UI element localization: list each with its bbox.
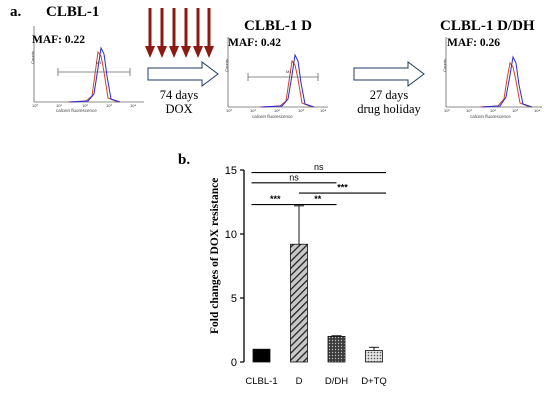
hist1-tick-3: 10³ <box>106 103 112 108</box>
maf-clbl1-d: MAF: 0.42 <box>228 37 282 49</box>
sig-label-3: *** <box>270 194 281 204</box>
x-tick-label-1: D <box>296 376 303 387</box>
hist-title-clbl1: CLBL-1 <box>46 4 100 20</box>
bar-CLBL-1 <box>252 348 271 363</box>
histogram-3 <box>440 35 544 120</box>
hist3-tick-1: 10¹ <box>466 108 472 113</box>
histogram-1 <box>28 24 146 115</box>
hist3-y-label: Counts <box>441 59 447 72</box>
hist1-tick-1: 10¹ <box>56 103 62 108</box>
hist3-tick-3: 10³ <box>512 108 518 113</box>
outline-arrow-2 <box>353 61 425 87</box>
step1-text: 74 days DOX <box>146 88 212 116</box>
hist3-x-label: calcein fluorescence <box>470 114 511 119</box>
hist2-tick-2: 10² <box>274 108 280 113</box>
gate-label-1: M1 <box>96 60 102 65</box>
hist1-tick-2: 10² <box>82 103 88 108</box>
y-axis-label: Fold changes of DOX resistance <box>209 177 221 334</box>
hist-title-clbl1-ddh: CLBL-1 D/DH <box>440 18 535 34</box>
y-tick-label-2: 10 <box>225 229 237 241</box>
hist3-tick-4: 10⁴ <box>534 108 541 113</box>
step1-line1: 74 days <box>159 88 199 102</box>
sig-label-1: ns <box>289 172 299 182</box>
hist3-tick-0: 10⁰ <box>444 108 451 113</box>
hist1-trace-blue <box>69 46 121 103</box>
hist1-x-label: calcein fluorescence <box>56 108 97 113</box>
hist2-x-label: calcein fluorescence <box>252 114 293 119</box>
histogram-3-plot <box>445 37 542 108</box>
hist2-trace-red <box>259 59 313 108</box>
histogram-2-plot <box>227 37 328 108</box>
y-tick-label-3: 15 <box>225 165 237 177</box>
hist2-tick-4: 10⁴ <box>320 108 327 113</box>
maf-clbl1-ddh: MAF: 0.26 <box>447 37 501 49</box>
histogram-2 <box>222 35 330 120</box>
hist1-y-label: Counts <box>29 51 35 64</box>
step2-text: 27 days drug holiday <box>342 88 436 116</box>
hist1-trace-red <box>67 50 119 103</box>
hist1-tick-0: 10⁰ <box>32 103 39 108</box>
hist1-tick-4: 10⁴ <box>130 103 137 108</box>
bar-D/DH <box>327 335 346 363</box>
hist3-tick-2: 10² <box>490 108 496 113</box>
outline-arrow-1 <box>147 61 219 87</box>
sig-label-4: ** <box>314 194 322 204</box>
step2-line1: 27 days <box>369 88 409 102</box>
maf-clbl1: MAF: 0.22 <box>32 34 86 46</box>
hist3-trace-red <box>479 61 531 108</box>
x-tick-label-0: CLBL-1 <box>245 376 277 387</box>
sig-label-2: *** <box>337 183 348 193</box>
bar-D <box>290 243 308 363</box>
bar-D+TQ <box>365 350 383 363</box>
step2-line2: drug holiday <box>357 102 421 116</box>
x-tick-label-3: D+TQ <box>361 376 387 387</box>
gate-label-2: M1 <box>286 69 292 74</box>
hist2-tick-0: 10⁰ <box>226 108 233 113</box>
hist2-y-label: Counts <box>223 59 229 72</box>
x-tick-label-2: D/DH <box>325 376 348 387</box>
sig-label-0: ns <box>314 162 324 172</box>
step1-line2: DOX <box>165 102 193 116</box>
hist2-trace-blue <box>261 53 315 108</box>
hist-title-clbl1-d: CLBL-1 D <box>244 18 312 34</box>
y-tick-label-1: 5 <box>231 293 237 305</box>
y-tick-label-0: 0 <box>231 357 237 369</box>
dox-arrows <box>145 8 214 58</box>
hist2-tick-3: 10³ <box>298 108 304 113</box>
panel-a-label: a. <box>10 4 22 20</box>
hist2-tick-1: 10¹ <box>250 108 256 113</box>
hist3-trace-blue <box>481 55 533 108</box>
panel-b-label: b. <box>178 152 191 168</box>
histogram-1-plot <box>33 26 144 103</box>
